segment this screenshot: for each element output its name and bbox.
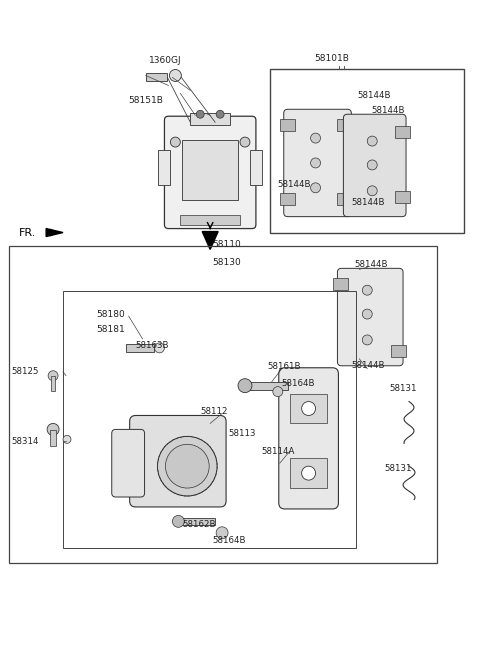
Bar: [280, 119, 295, 131]
Text: 1360GJ: 1360GJ: [148, 56, 181, 65]
FancyBboxPatch shape: [337, 268, 403, 366]
Text: 58144B: 58144B: [351, 198, 385, 207]
Text: 58164B: 58164B: [282, 379, 315, 388]
Bar: [145, 73, 168, 82]
Bar: [337, 193, 352, 205]
Text: 58314: 58314: [12, 437, 39, 446]
Circle shape: [47, 423, 59, 436]
Circle shape: [240, 137, 250, 147]
Text: 58144B: 58144B: [351, 361, 385, 370]
Circle shape: [155, 343, 165, 353]
Polygon shape: [46, 228, 63, 237]
FancyBboxPatch shape: [130, 415, 226, 507]
Bar: [250, 382, 288, 390]
Text: 58112: 58112: [200, 407, 228, 416]
Text: 58163B: 58163B: [136, 341, 169, 351]
Circle shape: [216, 527, 228, 539]
Circle shape: [301, 402, 315, 415]
Circle shape: [367, 160, 377, 170]
Circle shape: [170, 137, 180, 147]
Bar: [290, 458, 327, 488]
Circle shape: [48, 371, 58, 381]
Circle shape: [238, 379, 252, 392]
Bar: [63, 291, 356, 547]
Bar: [182, 140, 238, 199]
Bar: [337, 119, 352, 131]
Circle shape: [63, 436, 71, 443]
Text: 58144B: 58144B: [357, 91, 391, 100]
Circle shape: [311, 133, 321, 143]
Text: 58130: 58130: [212, 258, 241, 267]
Text: 58114A: 58114A: [262, 447, 295, 456]
Bar: [180, 215, 240, 224]
Text: 58162B: 58162B: [182, 521, 216, 529]
Circle shape: [311, 158, 321, 168]
Text: 58144B: 58144B: [354, 260, 388, 269]
Polygon shape: [202, 232, 218, 249]
Text: 58164B: 58164B: [212, 536, 246, 545]
Bar: [51, 375, 55, 390]
Bar: [395, 126, 410, 138]
Text: 58113: 58113: [228, 429, 255, 438]
Text: 58144B: 58144B: [278, 181, 312, 189]
Bar: [158, 150, 170, 185]
FancyBboxPatch shape: [165, 116, 256, 228]
Circle shape: [196, 111, 204, 118]
FancyBboxPatch shape: [343, 114, 406, 216]
Bar: [290, 394, 327, 423]
Circle shape: [362, 285, 372, 295]
Circle shape: [216, 111, 224, 118]
Circle shape: [166, 444, 209, 488]
Bar: [250, 150, 262, 185]
Text: 58101B: 58101B: [314, 54, 349, 63]
Bar: [180, 518, 215, 525]
Bar: [190, 113, 230, 125]
Text: 58131: 58131: [384, 464, 412, 473]
FancyBboxPatch shape: [279, 368, 338, 509]
Text: 58131: 58131: [389, 384, 417, 393]
Bar: [280, 193, 295, 205]
Circle shape: [273, 387, 283, 396]
FancyBboxPatch shape: [284, 109, 351, 216]
Text: 58125: 58125: [12, 368, 39, 376]
Text: 58144B: 58144B: [371, 106, 405, 114]
Text: 58110: 58110: [212, 240, 241, 249]
Circle shape: [169, 69, 181, 82]
Circle shape: [311, 183, 321, 193]
Bar: [334, 279, 348, 290]
FancyBboxPatch shape: [112, 430, 144, 497]
Bar: [9, 247, 437, 562]
Bar: [391, 345, 406, 357]
Text: 58181: 58181: [96, 326, 125, 334]
Bar: [126, 344, 154, 352]
Bar: [50, 430, 56, 446]
Circle shape: [157, 436, 217, 496]
Circle shape: [367, 136, 377, 146]
Circle shape: [367, 186, 377, 196]
Text: FR.: FR.: [19, 228, 36, 237]
Circle shape: [301, 466, 315, 480]
Circle shape: [362, 309, 372, 319]
Circle shape: [172, 515, 184, 527]
Circle shape: [362, 335, 372, 345]
Text: 58151B: 58151B: [129, 96, 164, 105]
Text: 58161B: 58161B: [268, 362, 301, 371]
Bar: [395, 191, 410, 203]
Text: 58180: 58180: [96, 309, 125, 318]
Bar: [270, 69, 464, 233]
